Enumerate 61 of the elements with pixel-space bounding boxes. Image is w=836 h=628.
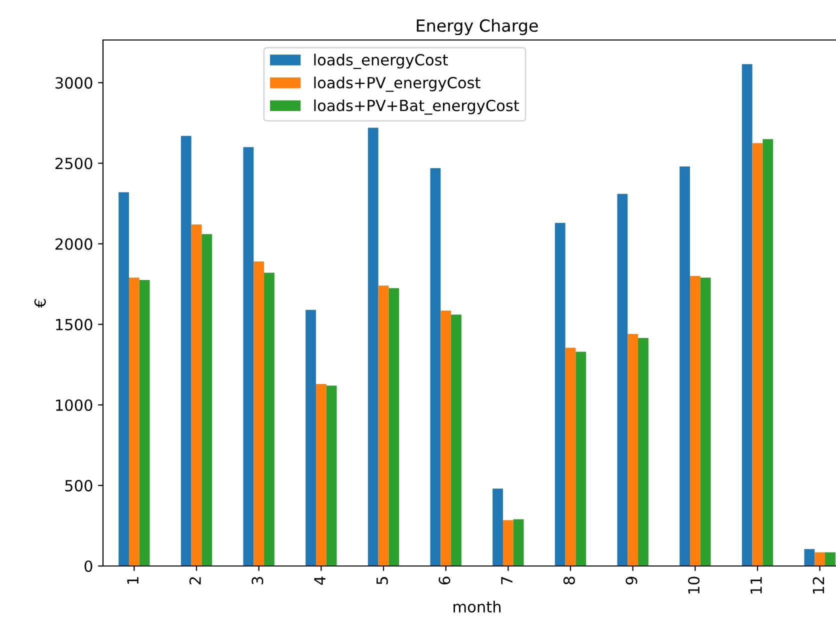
- legend-label: loads_energyCost: [314, 54, 448, 69]
- bar: [690, 276, 700, 566]
- y-tick-label: 1000: [56, 399, 92, 411]
- bar: [388, 288, 400, 566]
- bar: [191, 224, 202, 566]
- x-tick-label: 1: [127, 577, 138, 584]
- x-tick-label: 9: [626, 576, 638, 584]
- x-axis-title: month: [454, 600, 500, 613]
- bar: [118, 192, 129, 566]
- bar: [638, 338, 648, 566]
- bar: [378, 286, 389, 566]
- x-tick-label: 7: [501, 577, 512, 584]
- y-tick-label: 0: [84, 560, 92, 572]
- chart-title: Energy Charge: [416, 19, 538, 36]
- y-axis-title: €: [34, 299, 46, 308]
- bar: [326, 386, 337, 566]
- bar: [202, 234, 212, 566]
- bar: [139, 280, 150, 566]
- legend-label: loads+PV+Bat_energyCost: [314, 99, 520, 115]
- x-tick-label: 8: [563, 576, 575, 584]
- y-tick-label: 2500: [56, 158, 92, 170]
- bar: [180, 136, 192, 566]
- bar: [316, 384, 326, 566]
- bar: [576, 352, 586, 566]
- x-tick-label: 12: [812, 577, 824, 594]
- bar: [742, 64, 752, 566]
- bar: [513, 519, 524, 566]
- y-tick-label: 500: [65, 480, 92, 492]
- bar: [825, 552, 836, 566]
- legend-label: loads+PV_energyCost: [314, 76, 480, 92]
- bar: [700, 278, 711, 566]
- y-tick-label: 3000: [56, 77, 92, 89]
- x-tick-label: 11: [750, 577, 762, 594]
- x-tick-label: 4: [314, 576, 326, 585]
- bar: [554, 222, 566, 566]
- bar: [254, 262, 264, 566]
- bar: [814, 552, 826, 566]
- y-tick-label: 1500: [56, 318, 92, 330]
- bar: [804, 549, 815, 566]
- bar: [492, 488, 503, 566]
- bar: [617, 194, 628, 566]
- bar: [306, 310, 316, 566]
- bar: [243, 147, 254, 566]
- x-tick-label: 6: [438, 576, 450, 584]
- bar: [128, 278, 140, 566]
- bar: [502, 520, 514, 566]
- bar: [368, 128, 378, 566]
- y-tick-label: 2000: [56, 238, 92, 250]
- bar: [565, 348, 576, 566]
- bar: [628, 334, 638, 566]
- x-tick-label: 5: [376, 577, 388, 584]
- bar: [680, 166, 690, 566]
- x-tick-label: 3: [252, 576, 264, 584]
- bar: [430, 168, 441, 566]
- bar: [451, 314, 462, 566]
- x-tick-label: 2: [189, 577, 201, 584]
- bar: [762, 139, 774, 566]
- bar: [264, 272, 274, 566]
- x-tick-label: 10: [688, 576, 700, 594]
- bar: [752, 143, 763, 566]
- bar: [440, 310, 452, 566]
